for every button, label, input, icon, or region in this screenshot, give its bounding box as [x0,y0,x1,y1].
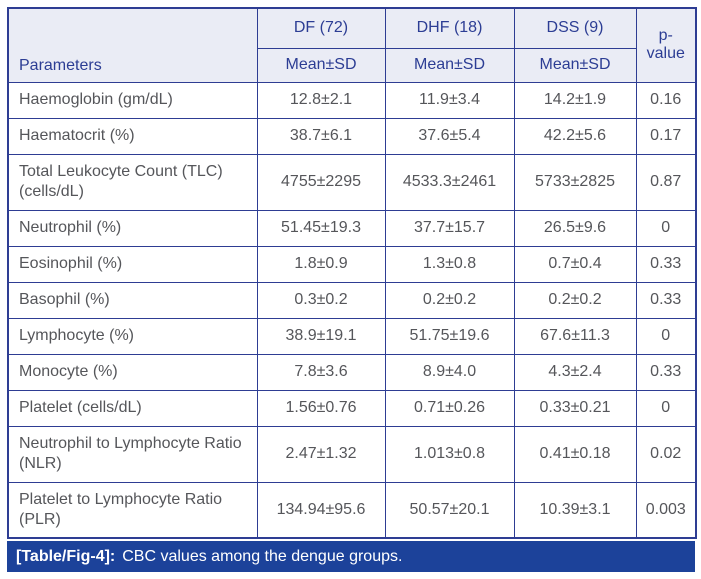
p-value-cell: 0.17 [635,117,697,155]
table-row-neutrophil: Neutrophil (%) 51.45±19.3 37.7±15.7 26.5… [7,209,697,247]
value-cell-dss: 0.41±0.18 [513,425,637,483]
header-meansd-dhf: Mean±SD [384,47,515,83]
param-cell: Basophil (%) [7,281,258,319]
value-cell-df: 2.47±1.32 [256,425,386,483]
p-value-cell: 0.33 [635,281,697,319]
value-cell-df: 1.56±0.76 [256,389,386,427]
value-cell-df: 12.8±2.1 [256,81,386,119]
value-cell-df: 1.8±0.9 [256,245,386,283]
p-value-cell: 0 [635,317,697,355]
value-cell-dhf: 1.3±0.8 [384,245,515,283]
header-group-df: DF (72) [256,7,386,49]
param-cell: Neutrophil to Lymphocyte Ratio (NLR) [7,425,258,483]
p-value-cell: 0.33 [635,353,697,391]
p-value-cell: 0.02 [635,425,697,483]
param-cell: Platelet to Lymphocyte Ratio (PLR) [7,481,258,539]
table-row-platelet: Platelet (cells/dL) 1.56±0.76 0.71±0.26 … [7,389,697,427]
value-cell-dss: 4.3±2.4 [513,353,637,391]
value-cell-df: 51.45±19.3 [256,209,386,247]
param-cell: Haematocrit (%) [7,117,258,155]
value-cell-df: 0.3±0.2 [256,281,386,319]
header-row-groups: Parameters DF (72) DHF (18) DSS (9) p- v… [7,7,697,83]
table-row-tlc: Total Leukocyte Count (TLC) (cells/dL) 4… [7,153,697,211]
value-cell-dhf: 4533.3±2461 [384,153,515,211]
value-cell-df: 38.9±19.1 [256,317,386,355]
value-cell-df: 4755±2295 [256,153,386,211]
value-cell-dss: 10.39±3.1 [513,481,637,539]
value-cell-dss: 42.2±5.6 [513,117,637,155]
header-group-dhf: DHF (18) [384,7,515,49]
param-cell: Total Leukocyte Count (TLC) (cells/dL) [7,153,258,211]
table-row-basophil: Basophil (%) 0.3±0.2 0.2±0.2 0.2±0.2 0.3… [7,281,697,319]
param-cell: Platelet (cells/dL) [7,389,258,427]
value-cell-dhf: 1.013±0.8 [384,425,515,483]
p-value-cell: 0 [635,389,697,427]
table-row-monocyte: Monocyte (%) 7.8±3.6 8.9±4.0 4.3±2.4 0.3… [7,353,697,391]
header-row-meansd: Mean±SD Mean±SD Mean±SD [8,47,696,83]
cbc-table: Parameters DF (72) DHF (18) DSS (9) p- v… [7,7,697,539]
value-cell-dss: 14.2±1.9 [513,81,637,119]
param-cell: Haemoglobin (gm/dL) [7,81,258,119]
table-row-haematocrit: Haematocrit (%) 38.7±6.1 37.6±5.4 42.2±5… [7,117,697,155]
table-caption: [Table/Fig-4]: CBC values among the deng… [7,541,695,572]
header-p-line1: p- [658,26,673,44]
header-meansd-df: Mean±SD [256,47,386,83]
table-row-plr: Platelet to Lymphocyte Ratio (PLR) 134.9… [7,481,697,539]
param-cell: Neutrophil (%) [7,209,258,247]
param-cell: Eosinophil (%) [7,245,258,283]
p-value-cell: 0.33 [635,245,697,283]
value-cell-df: 38.7±6.1 [256,117,386,155]
caption-label: [Table/Fig-4]: [16,547,116,565]
value-cell-dss: 67.6±11.3 [513,317,637,355]
value-cell-dhf: 0.71±0.26 [384,389,515,427]
p-value-cell: 0.003 [635,481,697,539]
value-cell-dhf: 37.7±15.7 [384,209,515,247]
value-cell-dhf: 0.2±0.2 [384,281,515,319]
value-cell-dhf: 37.6±5.4 [384,117,515,155]
table-row-haemoglobin: Haemoglobin (gm/dL) 12.8±2.1 11.9±3.4 14… [7,81,697,119]
header-meansd-dss: Mean±SD [513,47,637,83]
p-value-cell: 0 [635,209,697,247]
param-cell: Lymphocyte (%) [7,317,258,355]
caption-text: CBC values among the dengue groups. [122,547,403,565]
header-p-line2: value [646,45,685,63]
param-cell: Monocyte (%) [7,353,258,391]
value-cell-df: 7.8±3.6 [256,353,386,391]
header-p-value: p- value [635,7,697,83]
value-cell-dhf: 8.9±4.0 [384,353,515,391]
header-group-dss: DSS (9) [513,7,637,49]
p-value-cell: 0.16 [635,81,697,119]
value-cell-dhf: 50.57±20.1 [384,481,515,539]
value-cell-dss: 0.7±0.4 [513,245,637,283]
value-cell-dhf: 51.75±19.6 [384,317,515,355]
value-cell-df: 134.94±95.6 [256,481,386,539]
header-parameters: Parameters [7,7,258,83]
table-row-eosinophil: Eosinophil (%) 1.8±0.9 1.3±0.8 0.7±0.4 0… [7,245,697,283]
value-cell-dss: 0.33±0.21 [513,389,637,427]
table-row-lymphocyte: Lymphocyte (%) 38.9±19.1 51.75±19.6 67.6… [7,317,697,355]
value-cell-dhf: 11.9±3.4 [384,81,515,119]
value-cell-dss: 5733±2825 [513,153,637,211]
p-value-cell: 0.87 [635,153,697,211]
value-cell-dss: 0.2±0.2 [513,281,637,319]
value-cell-dss: 26.5±9.6 [513,209,637,247]
table-row-nlr: Neutrophil to Lymphocyte Ratio (NLR) 2.4… [7,425,697,483]
